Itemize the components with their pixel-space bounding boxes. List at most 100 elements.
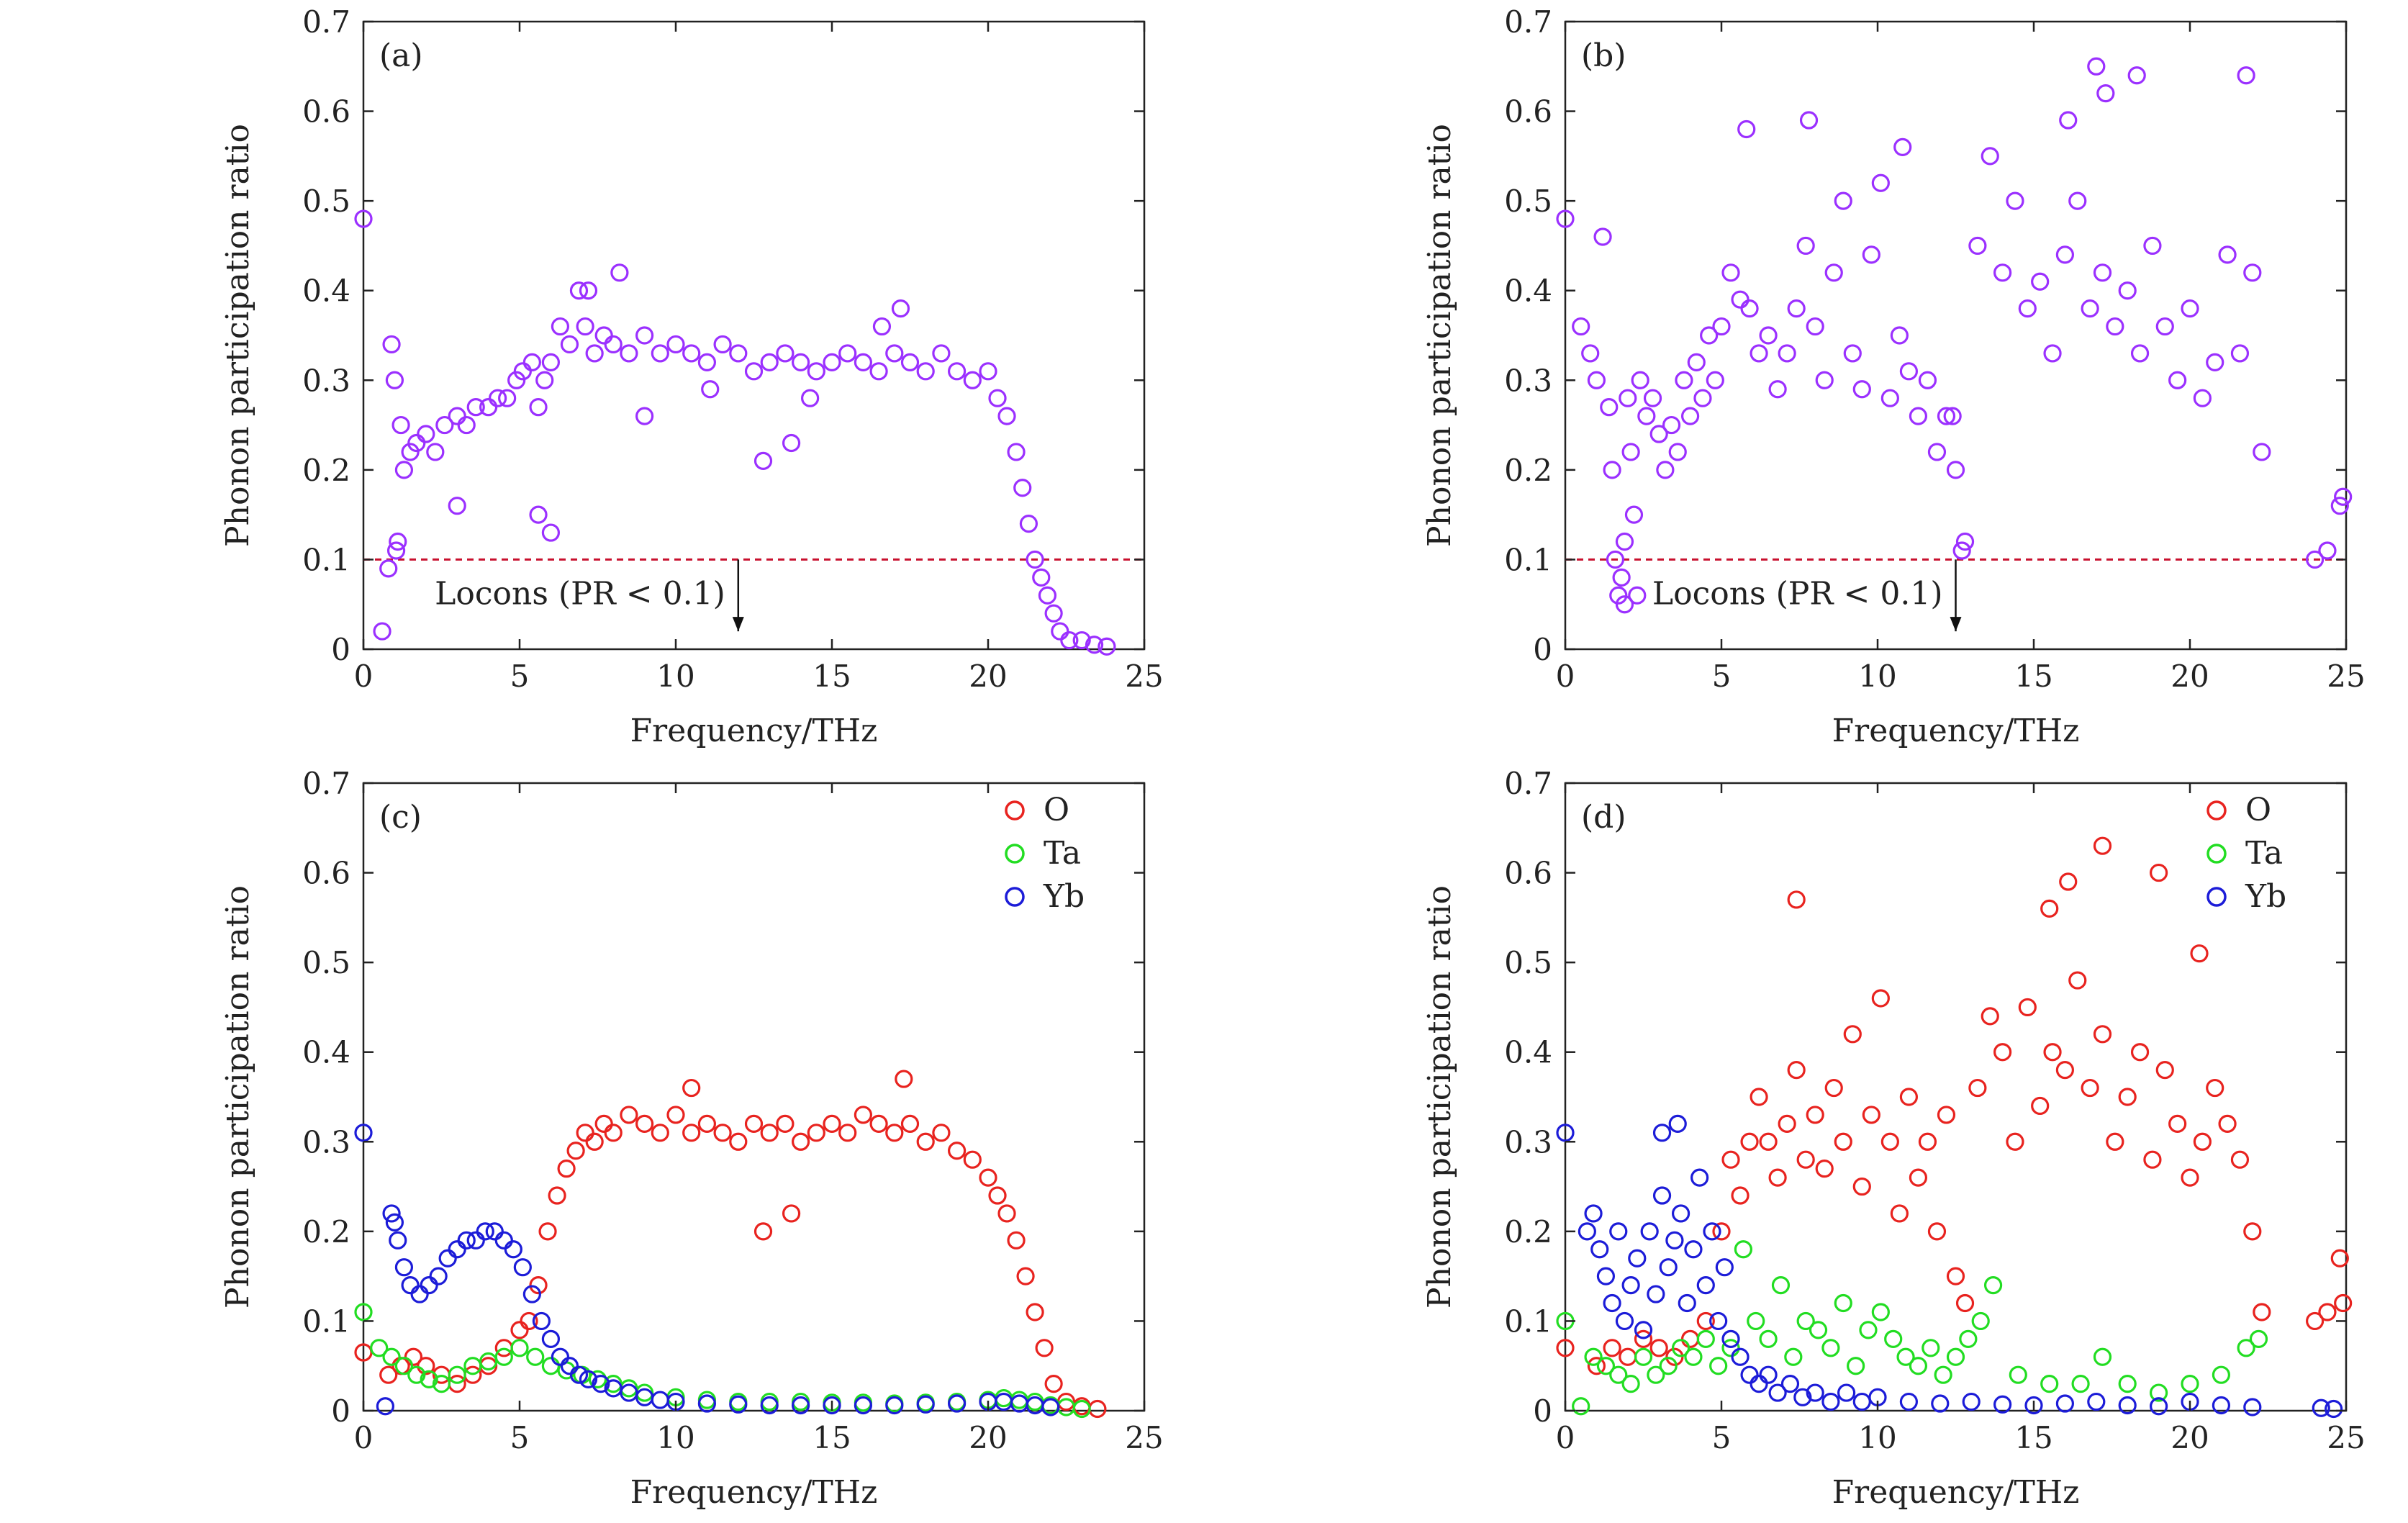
data-point [1647,1285,1665,1303]
data-point [1981,147,1999,166]
legend-marker [2206,844,2227,864]
data-point [2093,836,2112,855]
data-point [2181,299,2199,318]
data-point [1656,461,1675,479]
data-point [1899,362,1919,381]
data-point [1796,1150,1815,1169]
legend-label: O [2245,792,2271,828]
legend-label: Ta [2245,835,2283,872]
data-point [1796,1311,1815,1331]
data-point [2168,371,2187,389]
data-point [426,443,445,461]
y-tick-label: 0.5 [1504,945,1552,980]
data-point [1821,1339,1840,1357]
data-point [2312,1398,2330,1417]
data-point [651,1124,669,1142]
y-tick-label: 0.7 [1504,4,1552,40]
data-point [535,371,554,389]
data-point [1899,1088,1919,1106]
data-point [753,1222,773,1241]
y-tick-label: 0.1 [1504,542,1552,577]
data-point [1824,263,1843,282]
y-tick-label: 0.1 [302,1303,350,1339]
data-point [1612,568,1631,587]
data-point [1880,389,1899,407]
data-point [1937,407,1956,425]
data-point [1615,595,1634,614]
data-point [1981,1007,1999,1026]
data-point [420,1370,438,1389]
data-point [354,1303,373,1321]
data-point [376,1397,394,1416]
data-point [635,407,654,425]
data-point [2143,1150,2162,1169]
data-point [551,317,570,336]
x-tick-label: 25 [2327,659,2365,694]
data-point [2055,245,2075,264]
data-point [947,1142,967,1160]
data-point [620,1106,638,1124]
y-tick-label: 0.3 [1504,1124,1552,1160]
data-point [2093,263,2112,282]
data-point [604,335,623,354]
data-point [2249,1329,2268,1348]
data-point [697,1394,717,1413]
data-point [1590,1240,1609,1259]
data-point [1587,371,1606,389]
data-point [1740,299,1759,318]
data-point [1680,1329,1700,1348]
data-point [1659,1258,1678,1277]
data-point [507,371,526,389]
data-point [682,344,701,363]
data-point [2006,1132,2024,1151]
data-point [1665,1347,1684,1366]
legend-label: Yb [2245,878,2286,915]
x-tick-label: 20 [969,659,1007,694]
data-point [760,353,779,371]
data-point [2043,1043,2062,1062]
data-point [1621,1375,1640,1393]
data-point [1890,1204,1909,1223]
data-point [1044,1375,1063,1393]
data-point [1628,586,1647,605]
data-point [963,371,982,389]
data-point [1731,1347,1750,1366]
data-point [979,362,997,381]
data-point [592,1375,610,1393]
data-point [1634,1321,1653,1339]
data-point [1593,227,1612,246]
data-point [1771,1275,1791,1295]
data-point [1649,425,1668,443]
data-point [1968,236,1987,256]
data-point [466,1231,485,1249]
data-point [1712,317,1731,336]
data-point [407,433,426,453]
data-point [541,1329,561,1348]
data-point [1918,371,1937,389]
data-point [1946,1267,1965,1285]
data-point [947,362,967,381]
y-tick-label: 0.4 [1504,1035,1552,1070]
data-point [2181,1168,2199,1187]
series-main [354,209,1116,656]
data-point [1909,1357,1928,1375]
x-tick-label: 20 [969,1420,1007,1455]
series-Yb [354,1124,1060,1416]
data-point [776,1114,795,1133]
data-point [782,1204,801,1223]
x-axis-label: Frequency/THz [630,1474,878,1511]
data-point [529,505,548,524]
data-point [1927,443,1947,461]
data-point [2237,66,2255,85]
data-point [513,362,532,381]
data-point [885,344,904,363]
data-point [838,1124,857,1142]
data-point [513,1258,532,1277]
data-point [1634,1329,1653,1348]
data-point [932,1124,951,1142]
y-tick-label: 0.2 [302,453,350,488]
data-point [854,353,873,371]
data-point [529,398,548,417]
data-point [1637,407,1656,425]
